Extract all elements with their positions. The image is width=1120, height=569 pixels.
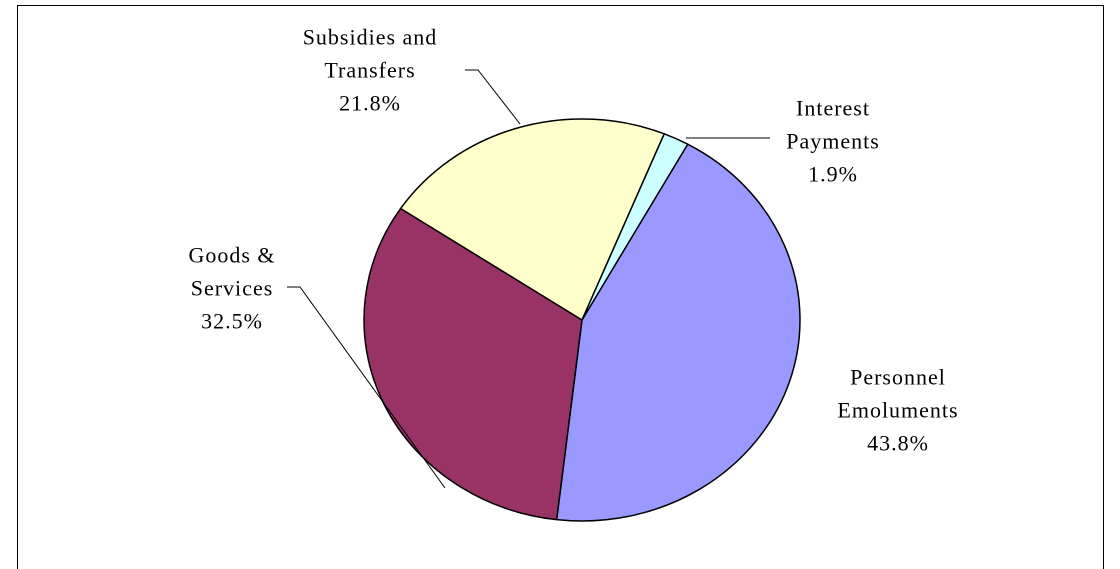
leader-line bbox=[465, 69, 521, 125]
pie-slice bbox=[555, 143, 801, 522]
leader-line bbox=[287, 286, 446, 489]
slice-label: Interest Payments 1.9% bbox=[773, 92, 893, 191]
category-label: Interest Payments bbox=[786, 95, 880, 154]
slice-label: Subsidies and Transfers 21.8% bbox=[285, 21, 455, 120]
category-label: Goods & Services bbox=[188, 242, 276, 301]
value-label: 43.8% bbox=[867, 430, 929, 456]
category-label: Subsidies and Transfers bbox=[302, 24, 438, 83]
pie-slice bbox=[581, 133, 689, 321]
slice-label: Personnel Emoluments 43.8% bbox=[818, 361, 978, 460]
slice-label: Goods & Services 32.5% bbox=[177, 239, 287, 338]
value-label: 1.9% bbox=[808, 161, 858, 187]
value-label: 21.8% bbox=[339, 90, 401, 116]
category-label: Personnel Emoluments bbox=[837, 364, 959, 423]
value-label: 32.5% bbox=[201, 308, 263, 334]
pie-slice bbox=[399, 118, 665, 321]
pie bbox=[363, 118, 801, 522]
chart-frame bbox=[17, 5, 1104, 569]
